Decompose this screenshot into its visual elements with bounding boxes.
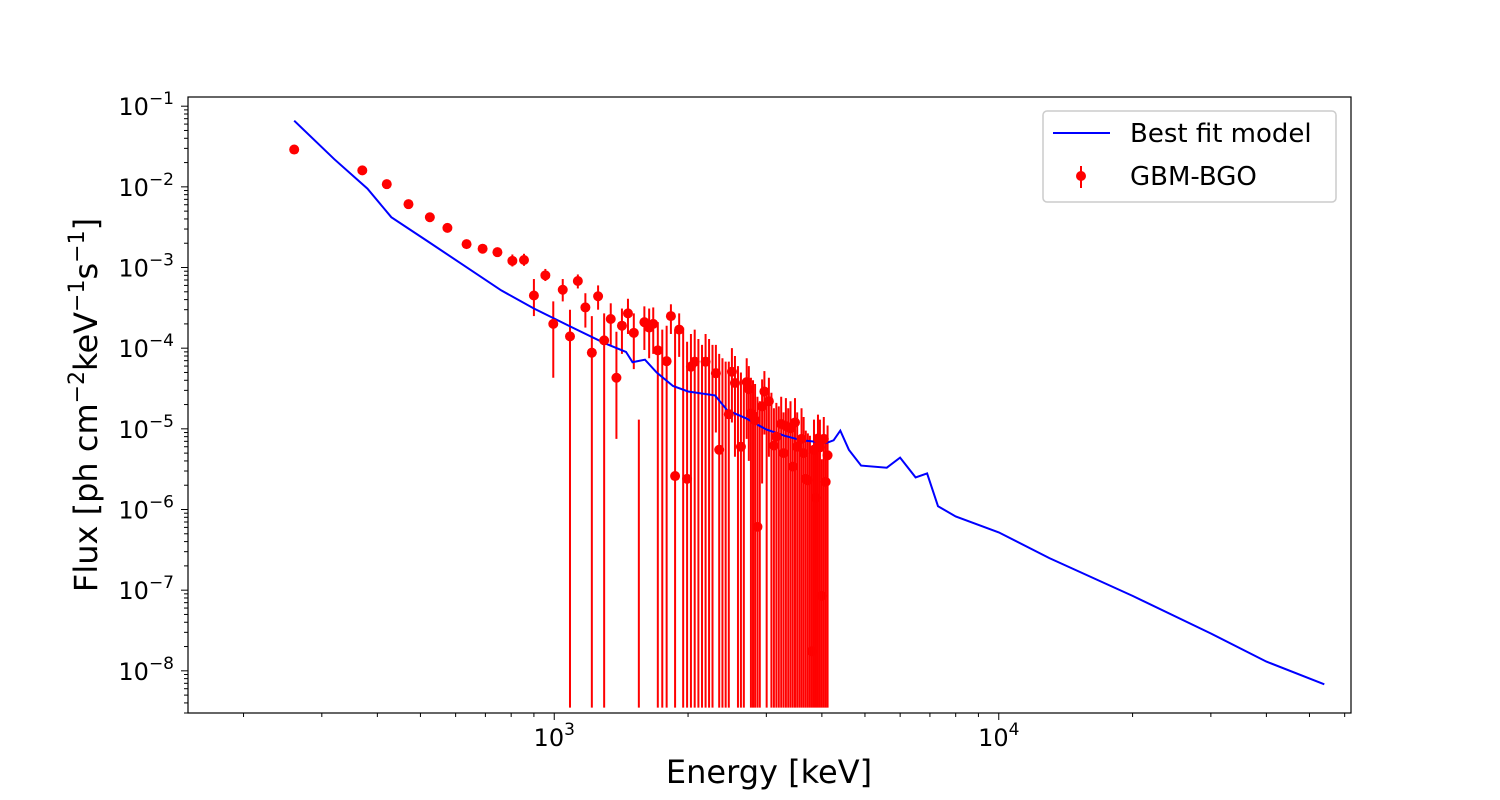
x-tick-label: 103 [534, 720, 575, 752]
data-point [816, 590, 827, 601]
y-tick-label: 10−6 [118, 493, 174, 525]
x-axis-title: Energy [keV] [666, 753, 872, 791]
data-point [442, 222, 453, 233]
data-point [670, 471, 681, 482]
data-point [820, 476, 831, 487]
data-point [674, 324, 685, 335]
axis-ticks [181, 105, 1346, 720]
y-tick-labels: 10−1 10−2 10−3 10−4 10−5 10−6 10−7 10−8 [118, 89, 174, 686]
data-point [802, 475, 813, 486]
data-point [461, 239, 472, 250]
data-point [735, 441, 746, 452]
data-point [759, 386, 770, 397]
y-tick-label: 10−1 [118, 89, 174, 121]
data-point [605, 313, 616, 324]
y-tick-label: 10−5 [118, 412, 174, 444]
data-point [710, 368, 721, 379]
data-point [507, 255, 518, 266]
data-point [357, 165, 368, 176]
data-point [403, 199, 414, 210]
legend-box [1042, 110, 1337, 203]
legend-label-data: GBM-BGO [1130, 162, 1257, 192]
x-tick-label: 104 [978, 720, 1019, 752]
data-point [768, 440, 779, 451]
data-point [381, 179, 392, 190]
data-point [778, 448, 789, 459]
y-axis-title: Flux [ph cm−2keV−1s−1] [65, 218, 105, 592]
data-point [580, 302, 591, 313]
data-point [519, 254, 530, 265]
data-point [289, 144, 300, 155]
data-point [492, 247, 503, 258]
data-point [564, 331, 575, 342]
data-point [540, 270, 551, 281]
data-point [818, 433, 829, 444]
data-point [757, 401, 768, 412]
data-point [798, 448, 809, 459]
data-point [714, 444, 725, 455]
data-point [648, 318, 659, 329]
gbm-bgo-errorbars [511, 253, 829, 708]
gbm-bgo-markers [289, 144, 833, 657]
data-point [599, 335, 610, 346]
data-point [689, 356, 700, 367]
best-fit-model-line [293, 119, 1325, 686]
data-point [622, 308, 633, 319]
data-point [763, 396, 774, 407]
data-point [743, 384, 754, 395]
data-point [822, 450, 833, 461]
data-point [572, 276, 583, 287]
data-point [477, 243, 488, 254]
data-point [796, 433, 807, 444]
data-point [810, 492, 821, 503]
data-point [593, 291, 604, 302]
data-point [726, 366, 737, 377]
y-tick-label: 10−2 [118, 170, 174, 202]
data-point [792, 441, 803, 452]
data-point [752, 521, 763, 532]
data-point [616, 320, 627, 331]
data-point [661, 356, 672, 367]
legend-label-model: Best fit model [1130, 119, 1312, 149]
data-point [814, 442, 825, 453]
data-point [729, 378, 740, 389]
data-point [424, 212, 435, 223]
legend-marker-swatch [1076, 171, 1086, 181]
data-point [700, 356, 711, 367]
data-point [665, 311, 676, 322]
data-point [611, 372, 622, 383]
data-point [548, 318, 559, 329]
data-point [750, 415, 761, 426]
y-tick-label: 10−3 [118, 251, 174, 283]
y-tick-label: 10−8 [118, 654, 174, 686]
x-tick-labels: 103 104 [534, 720, 1020, 752]
data-point [771, 431, 782, 442]
data-point [723, 409, 734, 420]
data-point [789, 417, 800, 428]
data-point [806, 646, 817, 657]
data-point [557, 284, 568, 295]
data-point [652, 345, 663, 356]
data-point [682, 473, 693, 484]
y-tick-label: 10−7 [118, 573, 174, 605]
y-tick-label: 10−4 [118, 331, 174, 363]
data-point [628, 327, 639, 338]
legend: Best fit model GBM-BGO [1042, 110, 1337, 203]
data-point [787, 461, 798, 472]
data-point [528, 290, 539, 301]
data-point [586, 347, 597, 358]
